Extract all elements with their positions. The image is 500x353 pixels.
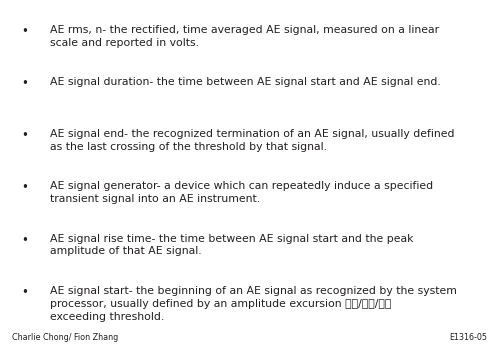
Text: •: • [22, 234, 29, 247]
Text: •: • [22, 25, 29, 38]
Text: Charlie Chong/ Fion Zhang: Charlie Chong/ Fion Zhang [12, 334, 119, 342]
Text: AE signal start- the beginning of an AE signal as recognized by the system
proce: AE signal start- the beginning of an AE … [50, 286, 457, 322]
Text: AE signal duration- the time between AE signal start and AE signal end.: AE signal duration- the time between AE … [50, 77, 441, 87]
Text: AE rms, n- the rectified, time averaged AE signal, measured on a linear
scale an: AE rms, n- the rectified, time averaged … [50, 25, 439, 48]
Text: •: • [22, 77, 29, 90]
Text: •: • [22, 286, 29, 299]
Text: AE signal rise time- the time between AE signal start and the peak
amplitude of : AE signal rise time- the time between AE… [50, 234, 414, 257]
Text: E1316-05: E1316-05 [450, 334, 488, 342]
Text: •: • [22, 129, 29, 142]
Text: •: • [22, 181, 29, 195]
Text: AE signal end- the recognized termination of an AE signal, usually defined
as th: AE signal end- the recognized terminatio… [50, 129, 454, 152]
Text: AE signal generator- a device which can repeatedly induce a specified
transient : AE signal generator- a device which can … [50, 181, 433, 204]
